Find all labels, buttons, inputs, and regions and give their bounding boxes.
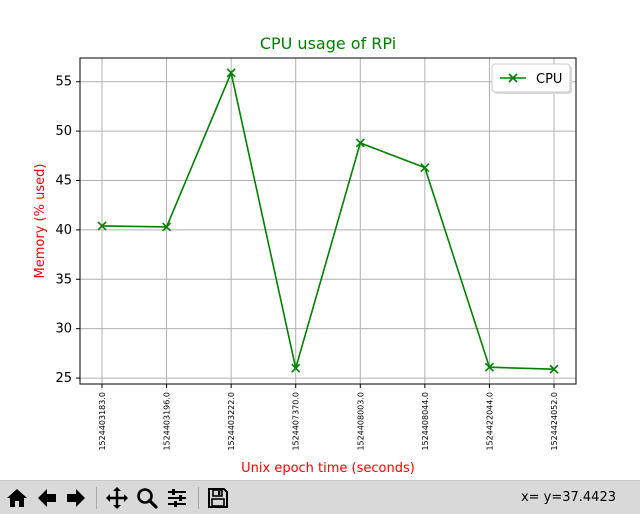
chart-title: CPU usage of RPi <box>260 34 396 53</box>
pan-icon <box>106 487 128 509</box>
save-icon <box>208 488 228 508</box>
legend-marker <box>508 73 518 83</box>
data-point-marker <box>97 221 107 231</box>
zoom-icon <box>137 488 158 509</box>
x-tick-label: 1524424052.0 <box>550 392 559 451</box>
data-point-marker <box>420 163 430 173</box>
data-point-marker <box>291 363 301 373</box>
forward-button[interactable] <box>62 484 90 512</box>
toolbar-separator <box>198 487 199 509</box>
home-button[interactable] <box>3 484 31 512</box>
y-tick-label: 45 <box>55 173 72 188</box>
series-line-cpu <box>101 70 555 370</box>
y-tick-label: 30 <box>55 322 72 337</box>
save-button[interactable] <box>204 484 232 512</box>
back-arrow-icon <box>38 489 56 507</box>
home-icon <box>7 489 27 507</box>
data-point-marker <box>549 364 559 374</box>
forward-arrow-icon <box>67 489 85 507</box>
x-tick-label: 1524403222.0 <box>227 392 236 451</box>
back-button[interactable] <box>33 484 61 512</box>
figure-canvas: 25 30 35 40 45 50 55 1524403183.0 1524403196.0 15… <box>33 34 577 476</box>
pan-button[interactable] <box>103 484 131 512</box>
coordinate-readout: x= y=37.4423 <box>520 490 616 505</box>
y-tick-label: 35 <box>55 272 72 287</box>
x-tick-label: 1524407370.0 <box>292 392 301 451</box>
x-tick-label: 1524408044.0 <box>421 392 430 451</box>
y-tick-label: 40 <box>55 223 72 238</box>
zoom-button[interactable] <box>133 484 161 512</box>
axes-frame <box>79 57 577 385</box>
y-tick-label: 50 <box>55 124 72 139</box>
data-point-marker <box>226 68 236 78</box>
data-point-marker <box>355 138 365 148</box>
y-axis-label: Memory (% used) <box>33 164 48 279</box>
data-point-marker <box>484 362 494 372</box>
y-tick-label: 55 <box>55 75 72 90</box>
legend-label: CPU <box>536 72 562 87</box>
x-tick-label: 1524408003.0 <box>356 392 365 451</box>
x-tick-label: 1524403196.0 <box>163 392 172 451</box>
configure-subplots-icon <box>168 489 186 507</box>
navigation-toolbar: x= y=37.4423 <box>0 480 640 514</box>
chart: 25 30 35 40 45 50 55 1524403183.0 1524403196.0 15… <box>33 34 577 476</box>
y-tick-label: 25 <box>55 371 72 386</box>
toolbar-separator <box>96 487 97 509</box>
x-tick-label: 1524422044.0 <box>485 392 494 451</box>
configure-subplots-button[interactable] <box>163 484 191 512</box>
data-point-marker <box>162 222 172 232</box>
x-tick-label: 1524403183.0 <box>98 392 107 451</box>
legend-box <box>491 63 571 93</box>
x-axis-label: Unix epoch time (seconds) <box>241 461 415 476</box>
